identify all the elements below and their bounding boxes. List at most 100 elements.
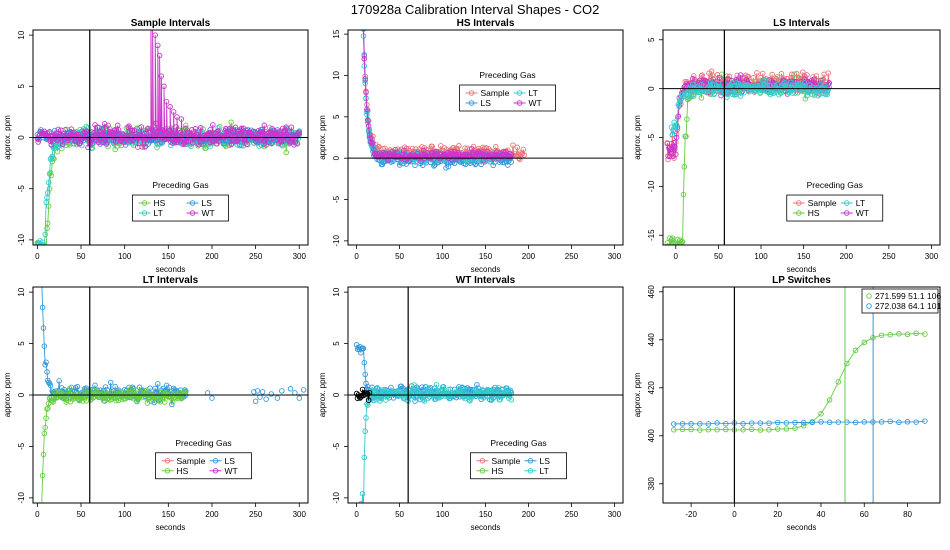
legend-box xyxy=(459,84,556,112)
data-point-LS xyxy=(922,418,928,424)
data-point-LT xyxy=(737,93,744,99)
data-point-WT xyxy=(367,135,374,141)
data-point-LS xyxy=(360,345,367,352)
data-point-LS xyxy=(56,378,62,384)
data-point-WT xyxy=(62,127,69,133)
data-point-LS xyxy=(697,421,703,427)
data-point-LS xyxy=(362,371,368,378)
data-point-WT xyxy=(365,117,371,124)
data-point-Sample xyxy=(778,70,785,77)
data-point-WT xyxy=(811,76,817,83)
data-point-Sample xyxy=(804,72,810,78)
x-tick-label: -20 xyxy=(685,510,697,519)
data-point-WT xyxy=(493,149,500,155)
data-point-WT xyxy=(126,123,132,129)
x-tick-label: 250 xyxy=(565,510,579,519)
data-point-LT xyxy=(389,389,396,395)
data-point-HS xyxy=(66,385,73,392)
x-tick-label: 300 xyxy=(925,252,939,261)
y-tick-label: 0 xyxy=(647,86,656,91)
x-tick-label: 150 xyxy=(797,252,811,261)
data-point-LS xyxy=(878,419,885,425)
x-axis-label: seconds xyxy=(471,523,501,532)
data-point-HS xyxy=(698,95,705,101)
data-point-HS xyxy=(680,191,687,198)
data-point-HS xyxy=(835,379,842,385)
data-point-LS xyxy=(269,140,275,146)
legend-title: Preceding Gas xyxy=(807,180,863,190)
legend-marker xyxy=(468,90,475,96)
legend-label: HS xyxy=(492,466,504,476)
data-point-WT xyxy=(258,131,265,137)
data-point-Sample xyxy=(788,71,795,78)
data-point-WT xyxy=(673,134,680,141)
data-point-Sample xyxy=(699,72,705,78)
y-tick-label: -10 xyxy=(332,235,341,247)
data-point-WT xyxy=(59,141,66,148)
data-point-LT xyxy=(788,79,794,85)
data-point-WT xyxy=(401,147,407,154)
data-point-LT xyxy=(732,92,739,98)
data-point-WT xyxy=(369,141,375,147)
x-tick-label: 300 xyxy=(293,252,307,261)
data-point-HS xyxy=(141,144,148,151)
data-point-HS xyxy=(54,148,61,155)
legend-title: Preceding Gas xyxy=(152,180,208,190)
data-point-LS xyxy=(221,141,227,147)
data-point-LT xyxy=(778,89,785,96)
data-point-WT xyxy=(364,106,370,113)
legend-label: LS xyxy=(481,98,492,108)
data-point-WT xyxy=(163,98,170,105)
y-tick-label: 440 xyxy=(647,333,656,347)
data-point-HS xyxy=(683,133,689,140)
series-line-LS xyxy=(673,420,925,425)
legend-box xyxy=(786,194,884,222)
legend-box xyxy=(132,194,229,222)
data-point-HS xyxy=(126,392,132,399)
data-point-LS xyxy=(852,419,859,426)
x-tick-label: 50 xyxy=(395,252,404,261)
data-point-LS xyxy=(254,388,261,394)
x-axis-label: seconds xyxy=(471,265,501,274)
legend-label: LS xyxy=(225,456,236,466)
data-point-HS xyxy=(852,347,859,354)
data-point-Sample xyxy=(726,73,733,80)
x-tick-label: 0 xyxy=(35,510,40,519)
legend: Preceding Gas Sample LS HS LT xyxy=(470,438,567,480)
data-point-LS xyxy=(40,325,47,331)
data-point-WT xyxy=(158,129,165,135)
y-tick-label: -5 xyxy=(17,185,26,193)
data-point-WT xyxy=(167,104,173,110)
data-point-HS xyxy=(43,248,48,253)
data-point-WT xyxy=(248,131,255,138)
data-point-WT xyxy=(250,128,256,135)
data-point-LS xyxy=(887,418,893,425)
data-point-WT xyxy=(112,127,118,133)
data-point-HS xyxy=(766,427,772,433)
y-tick-label: 0 xyxy=(17,392,26,397)
y-axis-label: approx. ppm xyxy=(633,372,642,417)
data-point-LT xyxy=(673,122,680,128)
data-point-LT xyxy=(445,386,452,393)
legend-label: 271.599 51.1 106 xyxy=(875,291,941,301)
data-point-WT xyxy=(234,137,241,144)
data-point-WT xyxy=(104,133,110,139)
data-point-WT xyxy=(192,126,199,132)
data-point-WT xyxy=(98,131,104,138)
legend-marker xyxy=(843,210,850,216)
data-point-LT xyxy=(41,248,46,253)
data-point-WT xyxy=(469,146,475,152)
legend-label: Sample xyxy=(481,88,510,98)
data-point-WT xyxy=(370,139,376,146)
data-point-HS xyxy=(45,405,51,412)
plot-frame xyxy=(662,286,941,504)
data-point-LS xyxy=(268,391,275,397)
data-point-WT xyxy=(103,141,110,147)
legend-marker xyxy=(212,458,219,464)
data-point-LS xyxy=(44,369,50,375)
data-point-LS xyxy=(688,421,694,427)
data-point-Sample xyxy=(825,70,832,76)
y-tick-label: -10 xyxy=(647,180,656,192)
data-point-WT xyxy=(142,143,149,150)
